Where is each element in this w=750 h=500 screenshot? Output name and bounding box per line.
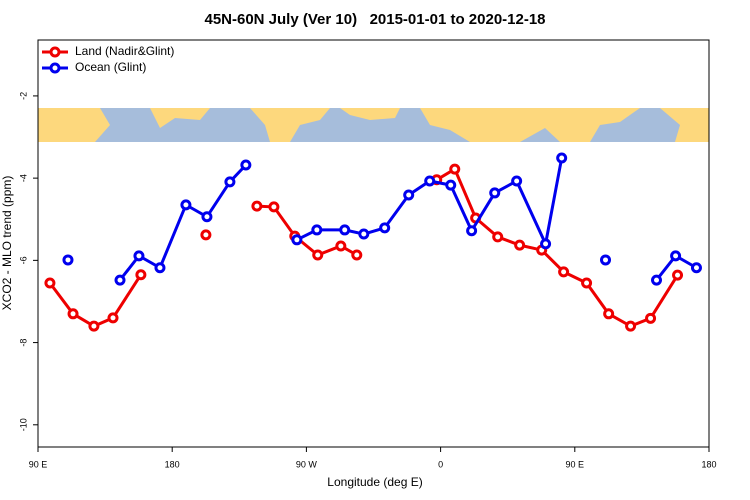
data-point bbox=[645, 312, 657, 324]
data-point bbox=[672, 269, 684, 281]
data-point bbox=[511, 175, 523, 187]
x-tick-label: 90 E bbox=[29, 459, 48, 469]
y-tick-label: -8 bbox=[18, 339, 28, 347]
x-tick-label: 90 E bbox=[566, 459, 585, 469]
x-tick-label: 0 bbox=[438, 459, 443, 469]
data-point bbox=[62, 254, 74, 266]
data-point bbox=[224, 176, 236, 188]
data-point bbox=[180, 199, 192, 211]
data-point bbox=[154, 262, 166, 274]
legend: Land (Nadir&Glint) Ocean (Glint) bbox=[42, 44, 174, 74]
x-tick-label: 90 W bbox=[296, 459, 318, 469]
data-point bbox=[514, 239, 526, 251]
data-point bbox=[351, 249, 363, 261]
y-tick-label: -4 bbox=[18, 174, 28, 182]
data-point bbox=[291, 234, 303, 246]
data-point bbox=[492, 231, 504, 243]
legend-marker bbox=[49, 62, 61, 74]
y-axis-label: XCO2 - MLO trend (ppm) bbox=[0, 176, 14, 311]
x-axis-label: Longitude (deg E) bbox=[327, 475, 422, 489]
data-point bbox=[133, 250, 145, 262]
data-point bbox=[403, 189, 415, 201]
x-tick-label: 180 bbox=[701, 459, 716, 469]
data-point bbox=[558, 266, 570, 278]
data-point bbox=[268, 201, 280, 213]
data-point bbox=[670, 250, 682, 262]
y-tick-label: -6 bbox=[18, 256, 28, 264]
data-point bbox=[449, 163, 461, 175]
chart-title: 45N-60N July (Ver 10) 2015-01-01 to 2020… bbox=[204, 11, 545, 28]
data-point bbox=[358, 228, 370, 240]
legend-marker bbox=[49, 46, 61, 58]
data-point bbox=[489, 187, 501, 199]
legend-label: Land (Nadir&Glint) bbox=[75, 44, 174, 58]
data-point bbox=[114, 274, 126, 286]
data-point bbox=[88, 320, 100, 332]
data-point bbox=[581, 277, 593, 289]
data-point bbox=[251, 200, 263, 212]
data-point bbox=[603, 308, 615, 320]
data-point bbox=[651, 274, 663, 286]
data-point bbox=[240, 159, 252, 171]
data-point bbox=[335, 240, 347, 252]
data-point bbox=[44, 277, 56, 289]
series-line bbox=[48, 166, 679, 328]
data-point bbox=[311, 224, 323, 236]
x-tick-label: 180 bbox=[165, 459, 180, 469]
data-point bbox=[540, 238, 552, 250]
y-tick-label: -2 bbox=[18, 92, 28, 100]
data-point bbox=[625, 320, 637, 332]
data-point bbox=[379, 222, 391, 234]
data-point bbox=[690, 262, 702, 274]
data-point bbox=[556, 152, 568, 164]
data-point bbox=[600, 254, 612, 266]
data-point bbox=[201, 211, 213, 223]
data-point bbox=[424, 175, 436, 187]
data-point bbox=[339, 224, 351, 236]
map-band bbox=[38, 108, 709, 142]
data-point bbox=[200, 229, 212, 241]
legend-label: Ocean (Glint) bbox=[75, 60, 146, 74]
plot-frame bbox=[37, 39, 710, 448]
data-point bbox=[445, 179, 457, 191]
y-tick-label: -10 bbox=[18, 418, 28, 431]
data-point bbox=[312, 249, 324, 261]
data-point bbox=[135, 269, 147, 281]
data-point bbox=[107, 312, 119, 324]
data-point bbox=[67, 308, 79, 320]
data-point bbox=[466, 225, 478, 237]
